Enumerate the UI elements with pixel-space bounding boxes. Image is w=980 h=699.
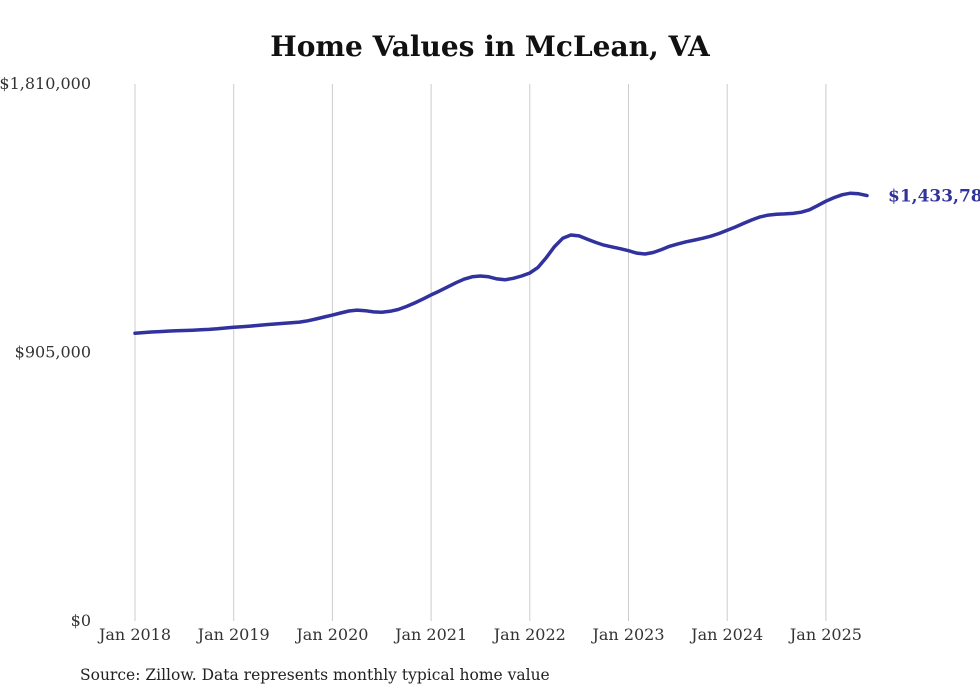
x-axis-tick-label: Jan 2021 [393,625,467,644]
x-axis-tick-label: Jan 2018 [97,625,171,644]
x-axis-tick-label: Jan 2019 [196,625,270,644]
source-note: Source: Zillow. Data represents monthly … [80,666,550,684]
x-axis-tick-label: Jan 2020 [294,625,368,644]
latest-value-label: $1,433,780 [888,187,980,207]
y-axis-tick-label: $0 [71,611,91,630]
y-axis-tick-label: $905,000 [15,343,91,362]
x-axis-tick-label: Jan 2025 [788,625,862,644]
home-value-line-series [133,191,869,335]
y-axis-tick-label: $1,810,000 [0,74,91,93]
x-axis-tick-label: Jan 2022 [492,625,566,644]
chart-title: Home Values in McLean, VA [270,30,710,63]
x-axis-tick-label: Jan 2024 [689,625,763,644]
x-axis-tick-label: Jan 2023 [590,625,664,644]
